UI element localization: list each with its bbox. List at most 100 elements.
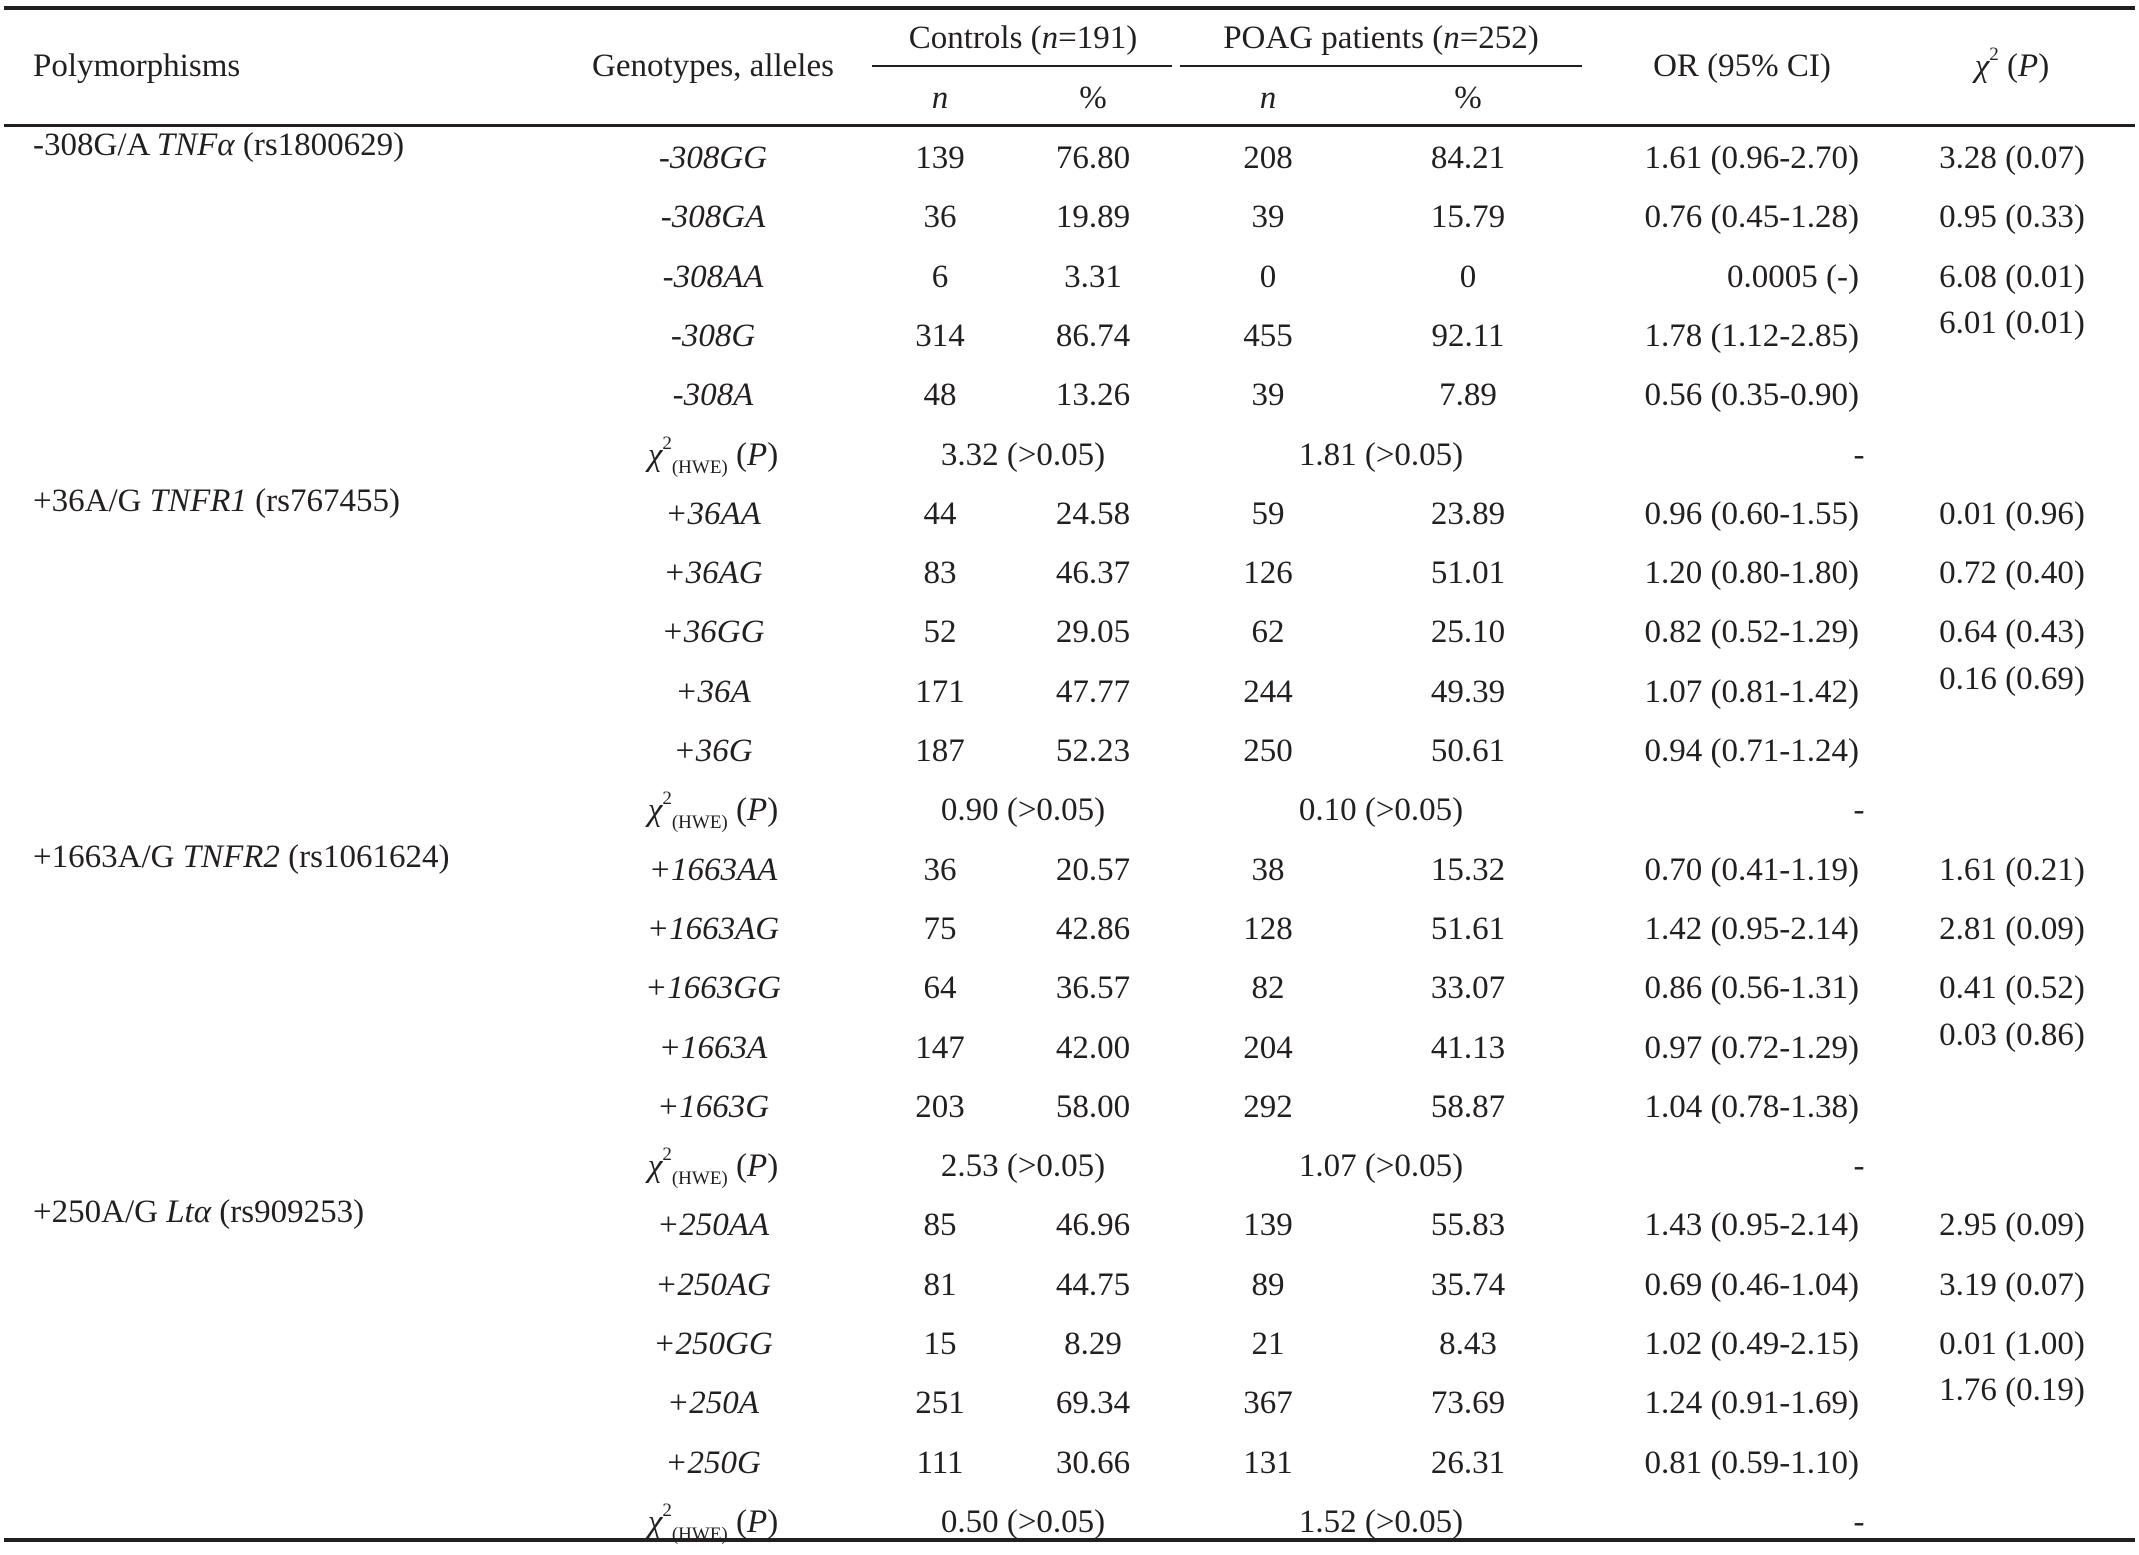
genotype-cell: -308AA — [662, 259, 764, 295]
chi-cell: 3.19 (0.07) — [1939, 1267, 2085, 1303]
or-cell: 0.94 (0.71-1.24) — [1644, 733, 1859, 769]
header-controls-n: n — [1041, 20, 1059, 56]
controls-pct-cell: 52.23 — [1055, 733, 1131, 769]
patients-pct-cell: 8.43 — [1439, 1326, 1497, 1362]
patients-n-cell: 244 — [1243, 674, 1293, 710]
header-chi-symbol: χ — [1974, 48, 1990, 84]
controls-pct-cell: 36.57 — [1055, 970, 1131, 1006]
controls-pct-cell: 3.31 — [1064, 259, 1122, 295]
hwe-label: χ2 (HWE) (P) — [647, 788, 779, 835]
patients-pct-cell: 7.89 — [1439, 377, 1497, 413]
patients-pct-cell: 41.13 — [1430, 1030, 1506, 1066]
patients-pct-cell: 49.39 — [1430, 674, 1506, 710]
hwe-patients: 0.10 (>0.05) — [1298, 792, 1464, 828]
hwe-close: ) — [767, 1504, 779, 1540]
header-patients-value: =252) — [1459, 20, 1539, 56]
patients-n-cell: 82 — [1251, 970, 1285, 1006]
polymorphism-prefix: -308G/A — [33, 127, 157, 163]
patients-n-cell: 126 — [1243, 555, 1293, 591]
or-cell: 1.78 (1.12-2.85) — [1644, 318, 1859, 354]
patients-pct-cell: 25.10 — [1430, 614, 1506, 650]
or-cell: 0.70 (0.41-1.19) — [1644, 852, 1859, 888]
gene-name: TNFR2 — [182, 839, 280, 875]
patients-n-cell: 208 — [1243, 140, 1293, 176]
patients-pct-cell: 23.89 — [1430, 496, 1506, 532]
genotype-cell: +250A — [667, 1385, 759, 1421]
chi-cell: 2.81 (0.09) — [1939, 911, 2085, 947]
patients-n-cell: 89 — [1251, 1267, 1285, 1303]
controls-n-cell: 111 — [916, 1445, 964, 1481]
header-controls-n-col: n — [931, 80, 949, 116]
or-cell: 0.76 (0.45-1.28) — [1644, 199, 1859, 235]
patients-underline — [1180, 65, 1582, 67]
hwe-close: ) — [767, 1148, 779, 1184]
patients-pct-cell: 55.83 — [1430, 1207, 1506, 1243]
or-cell: 1.61 (0.96-2.70) — [1644, 140, 1859, 176]
bottom-rule — [4, 1538, 2135, 1542]
hwe-label: χ2 (HWE) (P) — [648, 1144, 779, 1191]
hwe-subscript: (HWE) — [671, 1524, 728, 1545]
hwe-chi-sup: 2 — [662, 788, 672, 809]
genotype-cell: +250AA — [656, 1207, 770, 1243]
patients-pct-cell: 58.87 — [1430, 1089, 1506, 1125]
patients-pct-cell: 15.79 — [1430, 199, 1506, 235]
patients-n-cell: 292 — [1243, 1089, 1293, 1125]
genotype-cell: +36AA — [665, 496, 761, 532]
hwe-controls: 0.90 (>0.05) — [940, 792, 1106, 828]
patients-pct-cell: 50.61 — [1430, 733, 1506, 769]
patients-n-cell: 0 — [1259, 259, 1277, 295]
controls-n-cell: 6 — [931, 259, 949, 295]
patients-n-cell: 455 — [1243, 318, 1293, 354]
controls-pct-cell: 47.77 — [1055, 674, 1131, 710]
genotype-cell: +1663AG — [646, 911, 780, 947]
hwe-p: P — [747, 1148, 768, 1184]
hwe-open: ( — [727, 792, 748, 828]
genotype-cell: +1663AA — [648, 852, 778, 888]
genotype-cell: +1663A — [658, 1030, 768, 1066]
hwe-patients: 1.81 (>0.05) — [1298, 437, 1464, 473]
patients-pct-cell: 92.11 — [1431, 318, 1505, 354]
header-controls-label: Controls ( — [908, 20, 1042, 56]
or-cell: 1.42 (0.95-2.14) — [1644, 911, 1859, 947]
chi-cell: 0.01 (0.96) — [1939, 496, 2085, 532]
controls-n-cell: 147 — [915, 1030, 965, 1066]
patients-pct-cell: 51.61 — [1430, 911, 1506, 947]
genotype-cell: -308GG — [658, 140, 768, 176]
chi-cell: 0.41 (0.52) — [1939, 970, 2085, 1006]
polymorphism-prefix: +1663A/G — [33, 839, 183, 875]
controls-pct-cell: 13.26 — [1055, 377, 1131, 413]
patients-pct-cell: 51.01 — [1430, 555, 1506, 591]
header-or: OR (95% CI) — [1653, 48, 1831, 84]
hwe-close: ) — [767, 437, 779, 473]
rs-id: (rs1061624) — [279, 839, 450, 875]
hwe-p: P — [747, 1504, 768, 1540]
hwe-chi-symbol: χ — [647, 792, 663, 828]
header-patients-n-col: n — [1259, 80, 1277, 116]
genotype-cell: +1663G — [656, 1089, 770, 1125]
polymorphism-prefix: +36A/G — [33, 483, 150, 519]
chi-cell: 0.95 (0.33) — [1939, 199, 2085, 235]
controls-pct-cell: 58.00 — [1055, 1089, 1131, 1125]
controls-pct-cell: 20.57 — [1055, 852, 1131, 888]
hwe-close: ) — [767, 792, 779, 828]
or-cell: 1.24 (0.91-1.69) — [1644, 1385, 1859, 1421]
rs-id: (rs909253) — [211, 1194, 365, 1230]
chi-cell: 0.01 (1.00) — [1939, 1326, 2085, 1362]
hwe-controls: 2.53 (>0.05) — [940, 1148, 1106, 1184]
patients-n-cell: 59 — [1251, 496, 1285, 532]
controls-n-cell: 187 — [915, 733, 965, 769]
header-chi: χ2 (P) — [1974, 44, 2049, 91]
hwe-or: - — [1853, 1504, 1865, 1540]
controls-pct-cell: 46.96 — [1055, 1207, 1131, 1243]
chi-cell: 6.08 (0.01) — [1939, 259, 2085, 295]
or-cell: 0.0005 (-) — [1727, 259, 1859, 295]
hwe-or: - — [1853, 1148, 1865, 1184]
hwe-p: P — [747, 792, 768, 828]
header-chi-sup: 2 — [1989, 44, 1999, 65]
hwe-chi-sup: 2 — [662, 1500, 672, 1521]
or-cell: 0.86 (0.56-1.31) — [1644, 970, 1859, 1006]
hwe-p: P — [747, 437, 768, 473]
rs-id: (rs1800629) — [234, 127, 405, 163]
patients-n-cell: 204 — [1243, 1030, 1293, 1066]
chi-cell: 2.95 (0.09) — [1939, 1207, 2085, 1243]
